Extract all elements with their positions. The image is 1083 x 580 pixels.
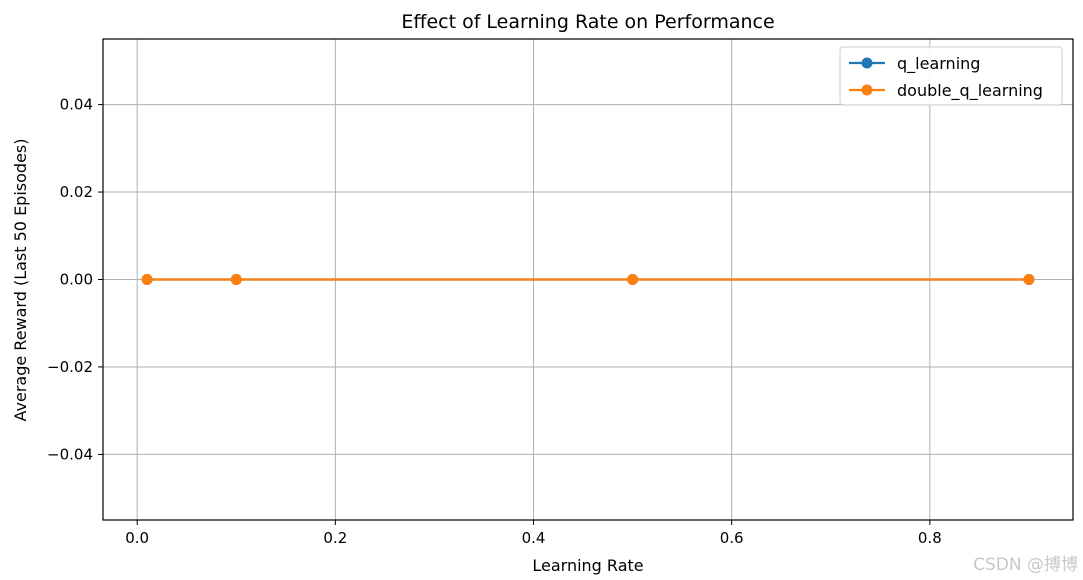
data-point <box>230 274 242 285</box>
x-tick-label: 0.4 <box>522 529 546 547</box>
chart-title: Effect of Learning Rate on Performance <box>401 11 774 33</box>
legend: q_learning double_q_learning <box>839 46 1063 106</box>
legend-item-q-learning: q_learning <box>849 54 980 74</box>
x-axis-title: Learning Rate <box>532 556 643 575</box>
legend-box <box>839 46 1063 106</box>
y-tick-label: −0.04 <box>47 445 93 463</box>
x-tick-label: 0.0 <box>125 529 149 547</box>
series-double-q-learning <box>141 274 1035 285</box>
y-tick-label: −0.02 <box>47 358 93 376</box>
series-layer <box>141 274 1035 285</box>
legend-marker <box>861 84 873 96</box>
y-tick-label: 0.00 <box>60 271 93 289</box>
y-tick-label: 0.02 <box>60 183 93 201</box>
watermark: CSDN @搏博 <box>973 555 1078 575</box>
data-point <box>141 274 153 285</box>
legend-label: double_q_learning <box>897 81 1043 101</box>
y-axis-title: Average Reward (Last 50 Episodes) <box>11 139 30 422</box>
legend-item-double-q-learning: double_q_learning <box>849 81 1043 101</box>
legend-marker <box>861 57 873 69</box>
x-tick-label: 0.2 <box>323 529 347 547</box>
x-tick-label: 0.6 <box>720 529 744 547</box>
data-point <box>627 274 639 285</box>
x-tick-label: 0.8 <box>918 529 942 547</box>
legend-label: q_learning <box>897 54 980 74</box>
y-tick-label: 0.04 <box>60 96 93 114</box>
axis-ticks: 0.0 0.2 0.4 0.6 0.8 0.04 0.02 0.00 −0.02 −0.04 <box>47 96 942 547</box>
data-point <box>1023 274 1035 285</box>
